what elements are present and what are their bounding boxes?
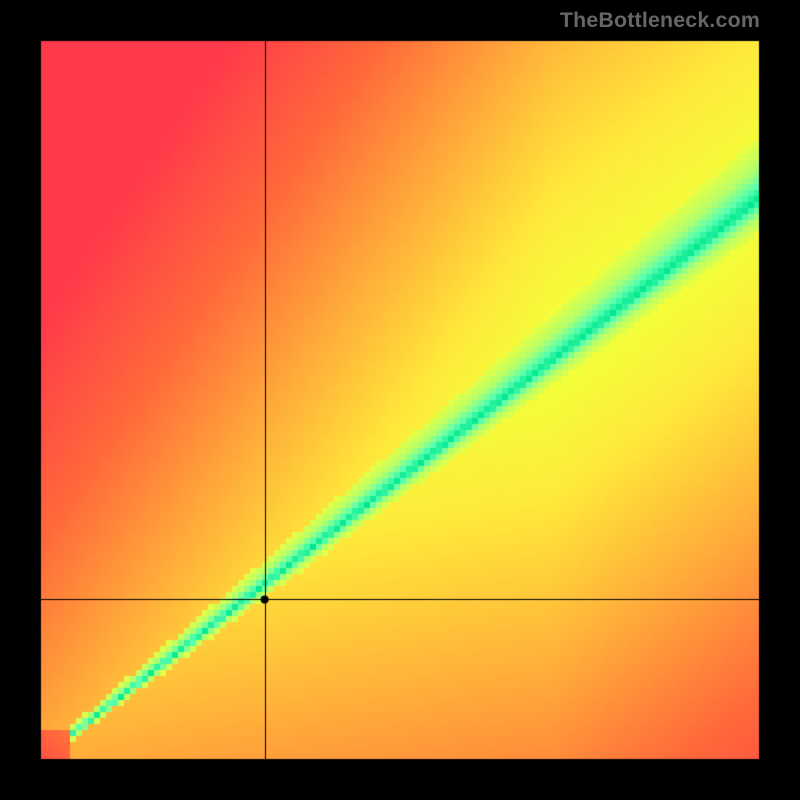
- heatmap-canvas: [0, 0, 800, 800]
- chart-container: TheBottleneck.com: [0, 0, 800, 800]
